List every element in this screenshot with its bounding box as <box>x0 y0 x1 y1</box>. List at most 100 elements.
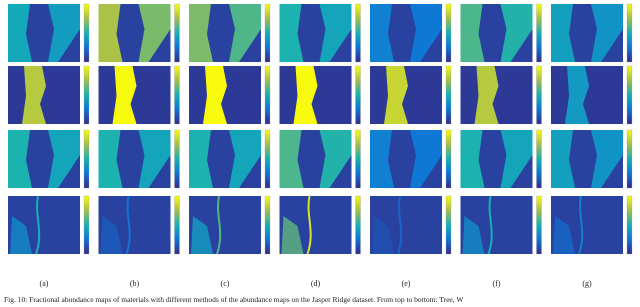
abundance-map <box>189 195 271 255</box>
abundance-map <box>460 3 542 63</box>
map-feature <box>138 130 171 188</box>
abundance-map <box>460 129 542 189</box>
colorbar <box>445 195 452 255</box>
colorbar <box>536 129 542 189</box>
map-background <box>8 66 80 124</box>
abundance-map <box>279 129 361 189</box>
map-feature <box>191 216 213 254</box>
panel-label: (c) <box>221 279 230 288</box>
abundance-map <box>98 195 180 255</box>
map-feature <box>397 195 403 255</box>
map-feature <box>306 195 312 255</box>
map-feature <box>372 216 394 254</box>
map-feature <box>48 4 80 62</box>
map-feature <box>319 4 352 62</box>
panel-label: (g) <box>582 279 592 288</box>
map-feature <box>553 216 575 254</box>
abundance-map <box>551 65 633 125</box>
abundance-map <box>8 65 90 125</box>
map-feature <box>591 130 623 188</box>
abundance-map <box>370 3 452 63</box>
colorbar <box>626 129 633 189</box>
map-feature <box>8 4 32 62</box>
map-feature <box>203 66 227 124</box>
colorbar <box>445 3 452 63</box>
map-feature <box>319 130 352 188</box>
map-feature <box>125 195 131 255</box>
abundance-map <box>460 195 542 255</box>
panel-grid: (a) (b) (c) (d) (e) (f) (g) <box>8 3 633 288</box>
caption: Fig. 10: Fractional abundance maps of ma… <box>4 295 464 304</box>
map-feature <box>35 195 41 255</box>
colorbar <box>174 65 180 125</box>
abundance-map <box>551 129 633 189</box>
colorbar <box>83 129 90 189</box>
colorbar <box>536 195 542 255</box>
map-feature <box>460 4 485 62</box>
map-feature <box>138 4 171 62</box>
colorbar <box>626 65 633 125</box>
colorbar <box>536 65 542 125</box>
map-feature <box>591 4 623 62</box>
abundance-map <box>189 129 271 189</box>
map-feature <box>551 130 575 188</box>
map-feature <box>410 130 442 188</box>
map-feature <box>370 4 394 62</box>
map-feature <box>10 216 32 254</box>
map-feature <box>229 4 261 62</box>
abundance-map <box>189 65 271 125</box>
map-feature <box>462 216 485 254</box>
map-feature <box>370 130 394 188</box>
colorbar <box>83 3 90 63</box>
abundance-map <box>8 129 90 189</box>
map-feature <box>281 216 304 254</box>
abundance-map <box>98 129 180 189</box>
panel-label: (f) <box>493 279 501 288</box>
map-feature <box>279 130 304 188</box>
map-feature <box>474 66 499 124</box>
abundance-map <box>460 65 542 125</box>
colorbar <box>83 195 90 255</box>
map-background <box>551 66 623 124</box>
map-background <box>460 66 533 124</box>
colorbar <box>445 129 452 189</box>
map-feature <box>189 130 213 188</box>
map-feature <box>500 130 533 188</box>
abundance-map <box>370 65 452 125</box>
map-feature <box>98 4 123 62</box>
panel-label: (b) <box>130 279 140 288</box>
colorbar <box>264 195 271 255</box>
map-feature <box>500 4 533 62</box>
colorbar <box>355 129 361 189</box>
colorbar <box>174 195 180 255</box>
colorbar <box>536 3 542 63</box>
abundance-map <box>98 65 180 125</box>
map-feature <box>98 130 123 188</box>
map-feature <box>293 66 318 124</box>
abundance-map <box>279 195 361 255</box>
colorbar <box>355 195 361 255</box>
abundance-map <box>370 195 452 255</box>
map-feature <box>410 4 442 62</box>
abundance-map <box>370 129 452 189</box>
colorbar <box>174 129 180 189</box>
map-feature <box>22 66 46 124</box>
map-feature <box>487 195 493 255</box>
colorbar <box>445 65 452 125</box>
map-feature <box>229 130 261 188</box>
abundance-map <box>279 65 361 125</box>
abundance-map <box>8 3 90 63</box>
map-feature <box>112 66 137 124</box>
abundance-map <box>551 3 633 63</box>
abundance-map <box>8 195 90 255</box>
colorbar <box>83 65 90 125</box>
panel-label: (d) <box>311 279 321 288</box>
map-feature <box>48 130 80 188</box>
map-background <box>279 66 352 124</box>
abundance-map <box>98 3 180 63</box>
map-feature <box>100 216 123 254</box>
map-feature <box>551 4 575 62</box>
abundance-map <box>551 195 633 255</box>
colorbar <box>174 3 180 63</box>
